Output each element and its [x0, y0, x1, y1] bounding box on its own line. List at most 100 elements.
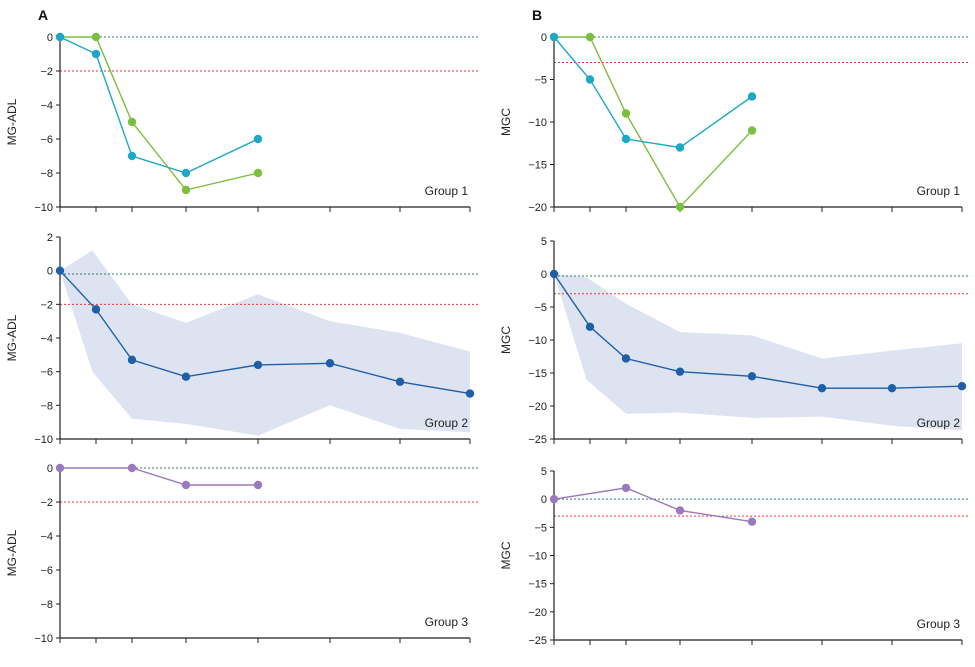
y-tick-label: −10	[34, 633, 53, 645]
data-point-green	[747, 126, 757, 135]
data-point-purple	[127, 463, 137, 473]
data-point-purple	[181, 480, 191, 490]
y-tick-label: −15	[528, 368, 547, 380]
y-tick-label: −6	[40, 367, 53, 379]
y-tick-label: 0	[47, 463, 53, 475]
y-tick-label: −5	[534, 302, 547, 314]
confidence-band	[60, 250, 470, 436]
series-line-cyan	[553, 36, 753, 149]
y-tick-label: −5	[534, 75, 547, 87]
series-line-mean	[553, 273, 963, 389]
confidence-band	[554, 274, 962, 431]
y-axis-label: MGC	[499, 108, 513, 136]
y-tick-label: −25	[528, 434, 547, 446]
series-line-mean	[59, 270, 471, 395]
y-tick-label: −2	[40, 299, 53, 311]
data-point-green	[253, 168, 263, 178]
data-point-mean	[325, 359, 335, 368]
data-point-purple	[747, 517, 757, 526]
data-point-mean	[181, 372, 191, 381]
data-point-purple	[621, 483, 631, 493]
data-point-cyan	[675, 143, 685, 152]
y-tick-label: 0	[47, 32, 53, 44]
y-axis-label: MG-ADL	[5, 314, 19, 361]
data-point-green	[585, 32, 595, 42]
data-point-cyan	[181, 168, 191, 178]
y-axis-label: MGC	[499, 326, 513, 354]
y-tick-label: −2	[40, 497, 53, 509]
y-tick-label: −6	[40, 134, 53, 146]
y-tick-label: 0	[47, 266, 53, 278]
data-point-mean	[253, 360, 263, 370]
data-point-green	[127, 117, 137, 127]
data-point-mean	[675, 367, 685, 376]
y-tick-label: 2	[47, 232, 53, 244]
y-tick-label: 0	[541, 32, 547, 44]
data-point-cyan	[55, 32, 65, 42]
panel-letter-b: B	[532, 7, 542, 23]
data-point-purple	[253, 480, 263, 490]
data-point-mean	[91, 305, 101, 314]
y-tick-label: −6	[40, 565, 53, 577]
y-tick-label: −10	[34, 202, 53, 214]
series-line-cyan	[59, 36, 259, 174]
y-tick-label: −15	[528, 160, 547, 172]
y-tick-label: 0	[541, 269, 547, 281]
data-point-mean	[817, 383, 827, 393]
data-point-purple	[549, 494, 559, 504]
y-tick-label: −8	[40, 400, 53, 412]
y-tick-label: −10	[528, 551, 547, 563]
data-point-cyan	[549, 32, 559, 42]
y-tick-label: −4	[40, 100, 53, 112]
data-point-purple	[675, 506, 685, 515]
y-tick-label: 5	[541, 466, 547, 478]
data-point-cyan	[253, 134, 263, 144]
data-point-mean	[887, 383, 897, 393]
y-tick-label: −10	[528, 117, 547, 129]
group-label: Group 3	[425, 615, 469, 629]
group-label: Group 3	[917, 617, 961, 631]
y-tick-label: −25	[528, 635, 547, 647]
y-tick-label: 5	[541, 236, 547, 248]
y-axis-label: MG-ADL	[5, 98, 19, 145]
y-tick-label: −8	[40, 599, 53, 611]
series-line-green	[60, 36, 259, 191]
data-point-green	[621, 109, 631, 118]
chart-a1: 0 −2 −4 −6 −8 −10 MG-ADL Group 1	[5, 32, 478, 214]
series-line-purple	[60, 467, 258, 486]
data-point-mean	[585, 322, 595, 331]
y-tick-label: −15	[528, 579, 547, 591]
data-point-cyan	[91, 49, 101, 59]
chart-b1: 0 −5 −10 −15 −20 MGC Group 1	[499, 32, 970, 214]
y-tick-label: −20	[528, 607, 547, 619]
data-point-purple	[55, 463, 65, 473]
data-point-mean	[957, 382, 967, 391]
y-tick-label: −10	[34, 434, 53, 446]
data-point-mean	[55, 266, 65, 275]
data-point-green	[675, 202, 685, 212]
data-point-mean	[747, 372, 757, 381]
panel-letter-a: A	[38, 7, 48, 23]
data-point-cyan	[127, 151, 137, 161]
group-label: Group 1	[425, 184, 469, 198]
group-label: Group 1	[917, 184, 961, 198]
data-point-cyan	[747, 92, 757, 101]
chart-b3: 5 0 −5 −10 −15 −20 −25 MGC Group 3	[499, 466, 970, 647]
group-label: Group 2	[917, 416, 961, 430]
data-point-mean	[549, 269, 559, 279]
chart-a2: 2 0 −2 −4 −6 −8 −10 MG-ADL Group 2	[5, 232, 478, 446]
data-point-green	[91, 32, 101, 42]
data-point-cyan	[585, 75, 595, 84]
data-point-green	[181, 185, 191, 195]
y-tick-label: −5	[534, 522, 547, 534]
y-tick-label: −20	[528, 401, 547, 413]
y-axis-label: MG-ADL	[5, 529, 19, 576]
y-tick-label: −4	[40, 333, 53, 345]
data-point-mean	[395, 377, 405, 386]
y-tick-label: −8	[40, 168, 53, 180]
y-tick-label: −4	[40, 531, 53, 543]
data-point-mean	[621, 354, 631, 363]
chart-a3: 0 −2 −4 −6 −8 −10 MG-ADL Group 3	[5, 463, 478, 645]
